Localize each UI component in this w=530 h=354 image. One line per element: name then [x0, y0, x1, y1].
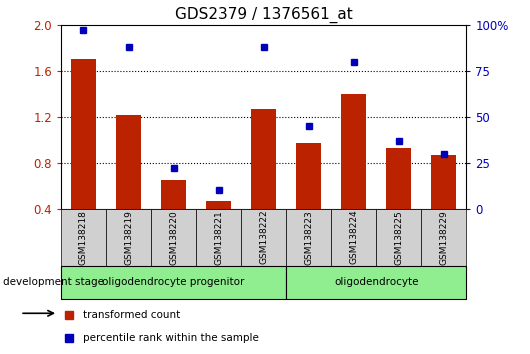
Bar	[71, 59, 96, 209]
Text: oligodendrocyte progenitor: oligodendrocyte progenitor	[102, 277, 245, 287]
Text: GSM138219: GSM138219	[124, 210, 133, 265]
Bar	[61, 266, 286, 299]
Bar	[431, 155, 456, 209]
Text: development stage: development stage	[3, 277, 104, 287]
Bar	[421, 209, 466, 266]
Text: GSM138218: GSM138218	[79, 210, 88, 265]
Bar	[151, 209, 196, 266]
Bar	[251, 109, 276, 209]
Text: GSM138222: GSM138222	[259, 210, 268, 264]
Bar	[341, 94, 366, 209]
Text: transformed count: transformed count	[83, 310, 181, 320]
Bar	[106, 209, 151, 266]
Bar	[206, 201, 231, 209]
Title: GDS2379 / 1376561_at: GDS2379 / 1376561_at	[175, 7, 352, 23]
Bar	[241, 209, 286, 266]
Text: GSM138221: GSM138221	[214, 210, 223, 264]
Bar	[386, 148, 411, 209]
Text: oligodendrocyte: oligodendrocyte	[334, 277, 419, 287]
Text: GSM138225: GSM138225	[394, 210, 403, 264]
Bar	[376, 209, 421, 266]
Bar	[196, 209, 241, 266]
Bar	[286, 266, 466, 299]
Bar	[61, 209, 106, 266]
Text: GSM138220: GSM138220	[169, 210, 178, 264]
Text: percentile rank within the sample: percentile rank within the sample	[83, 333, 259, 343]
Bar	[296, 143, 321, 209]
Text: GSM138223: GSM138223	[304, 210, 313, 264]
Bar	[286, 209, 331, 266]
Text: GSM138224: GSM138224	[349, 210, 358, 264]
Text: GSM138229: GSM138229	[439, 210, 448, 264]
Bar	[161, 180, 186, 209]
Bar	[331, 209, 376, 266]
Bar	[116, 115, 141, 209]
